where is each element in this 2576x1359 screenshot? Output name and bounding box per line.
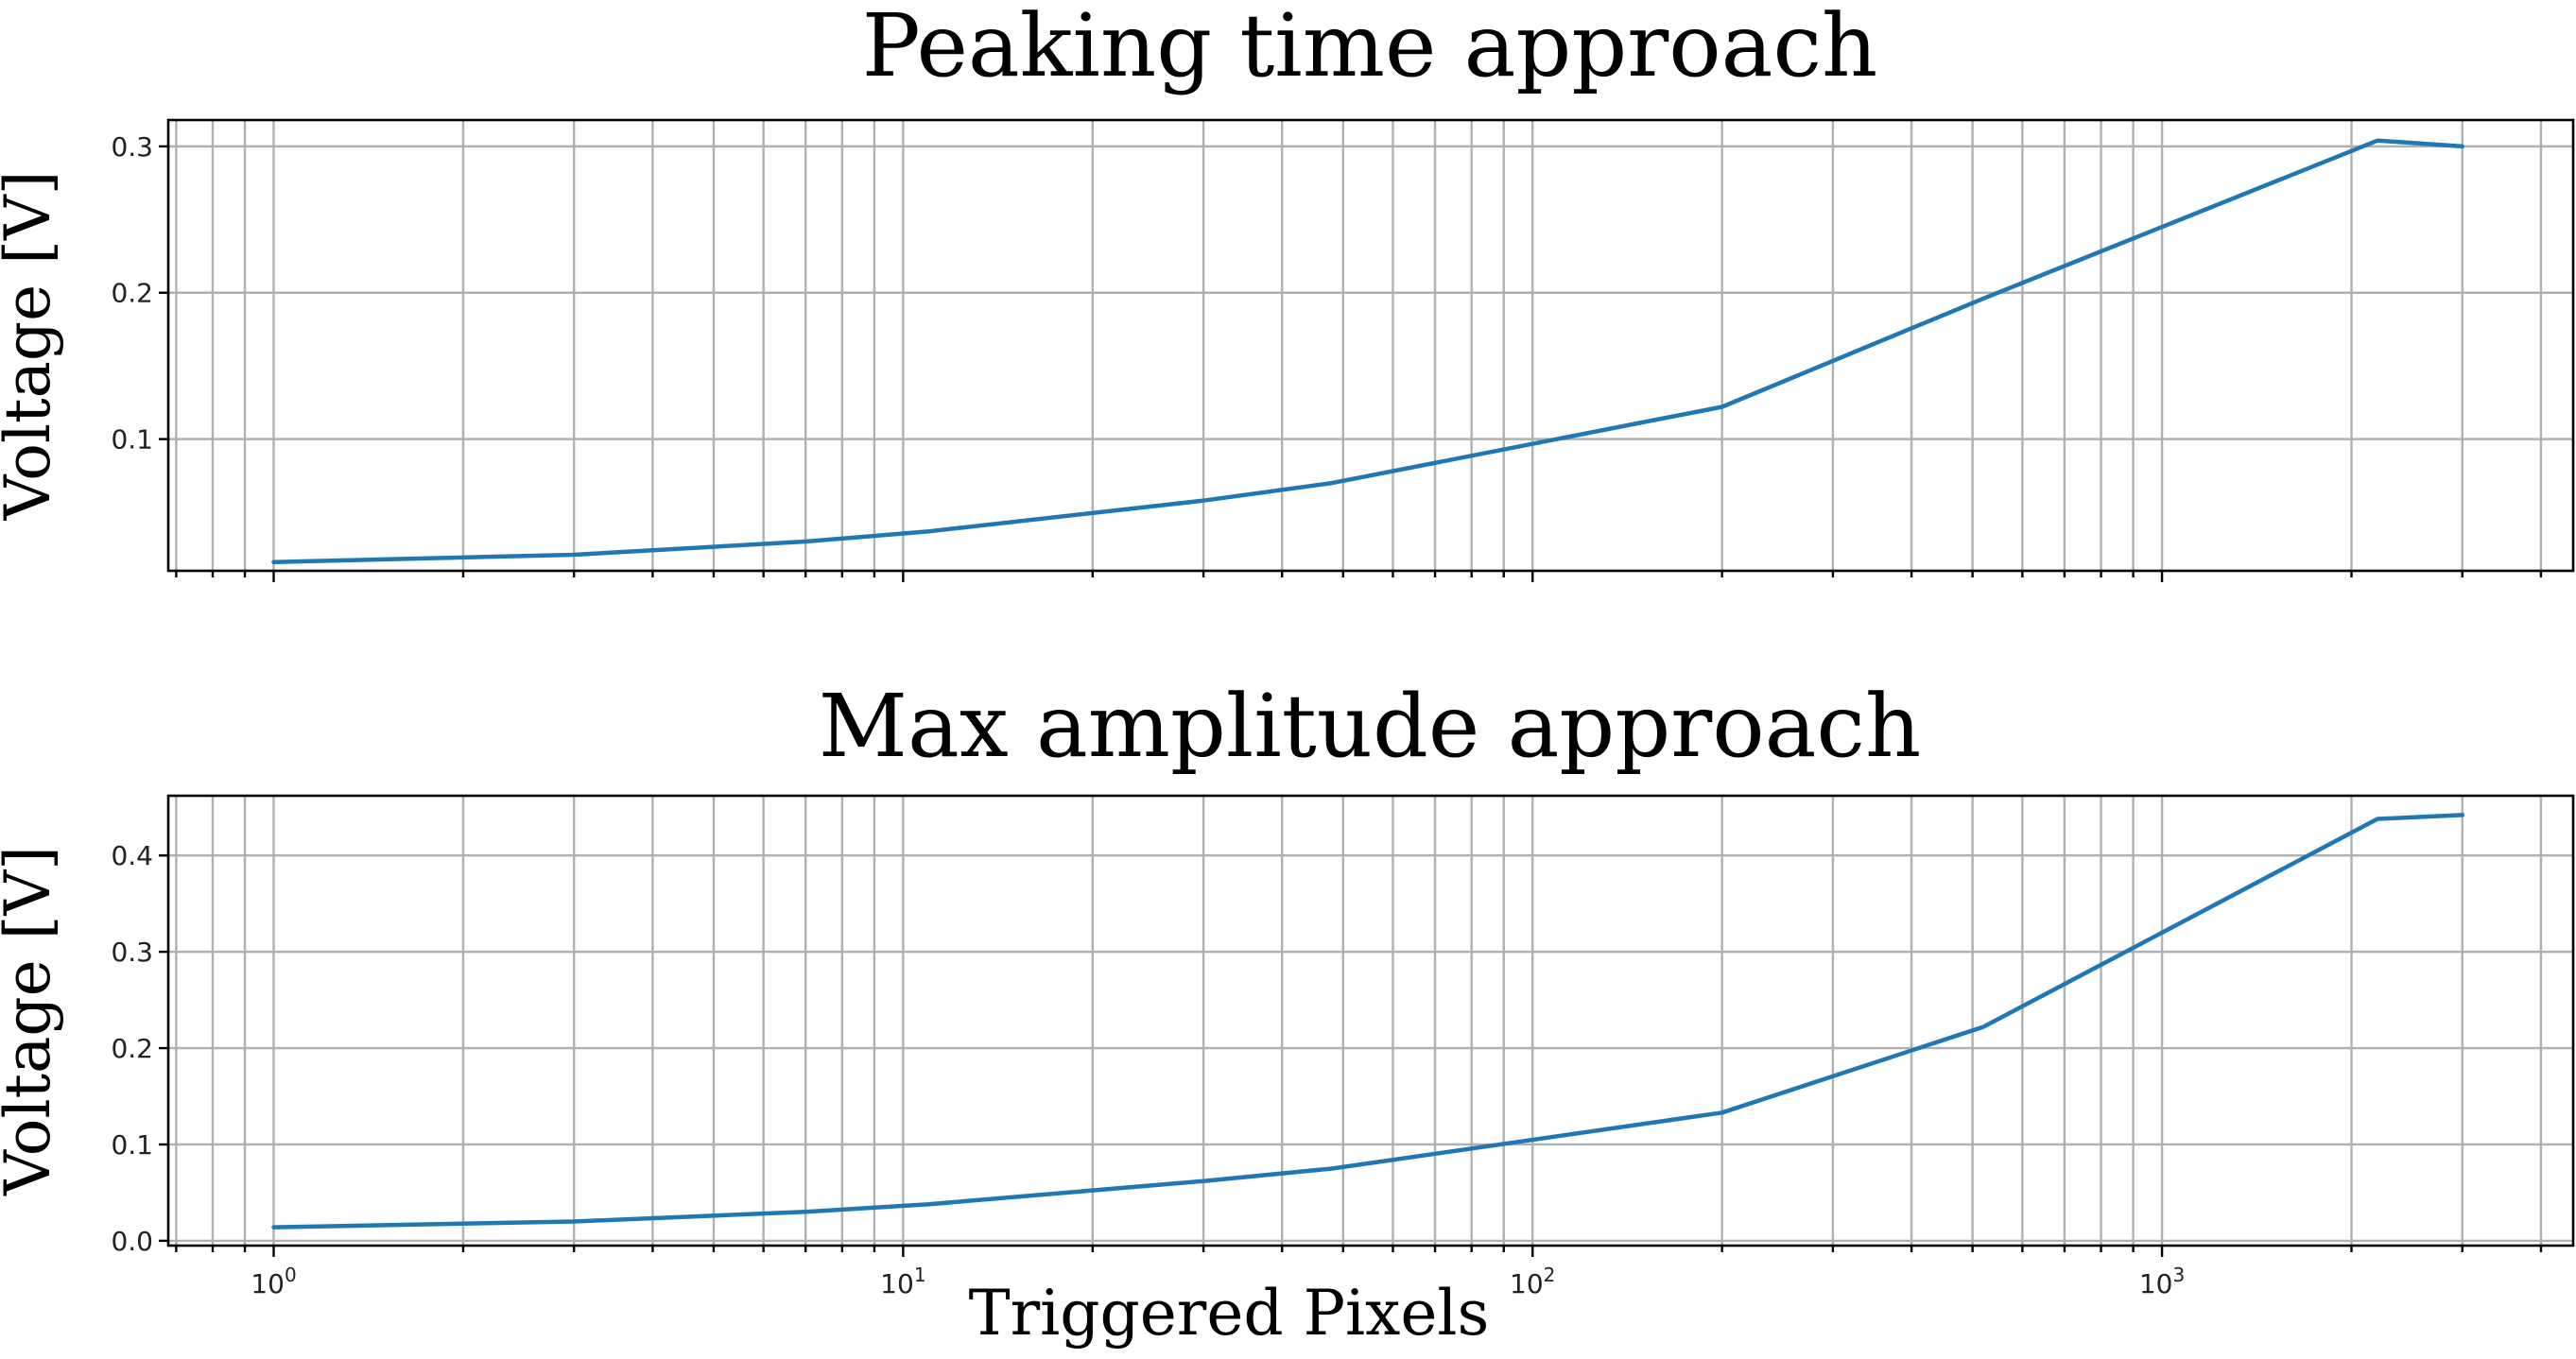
x-axis-label: Triggered Pixels bbox=[969, 1277, 1490, 1350]
y-tick-label: 0.3 bbox=[111, 131, 153, 163]
y-tick-label: 0.1 bbox=[111, 1129, 153, 1161]
y-axis-label: Voltage [V] bbox=[0, 171, 64, 522]
x-tick-label: 100 bbox=[251, 1264, 296, 1299]
y-tick-label: 0.0 bbox=[111, 1226, 153, 1257]
y-tick-label: 0.2 bbox=[111, 1033, 153, 1064]
x-tick-label: 103 bbox=[2139, 1264, 2185, 1299]
x-tick-label: 102 bbox=[1510, 1264, 1555, 1299]
x-tick-label: 101 bbox=[880, 1264, 925, 1299]
y-tick-label: 0.2 bbox=[111, 278, 153, 309]
chart-title: Peaking time approach bbox=[862, 0, 1878, 96]
series-line bbox=[271, 813, 2465, 1230]
y-tick-label: 0.3 bbox=[111, 937, 153, 968]
chart-title: Max amplitude approach bbox=[819, 676, 1921, 777]
series-line bbox=[271, 138, 2465, 564]
panel-peaking-time: 0.1 0.2 0.3 Peaking time approach Voltage [V… bbox=[0, 0, 2575, 582]
y-tick-label: 0.1 bbox=[111, 424, 153, 456]
plot-frame bbox=[166, 794, 2575, 1247]
plot-frame bbox=[166, 118, 2575, 573]
panel-max-amplitude: 0.0 0.1 0.2 0.3 0.4 100 101 102 103 Max amplitude… bbox=[0, 676, 2575, 1350]
y-tick-label: 0.4 bbox=[111, 840, 153, 871]
y-axis-label: Voltage [V] bbox=[0, 846, 64, 1196]
